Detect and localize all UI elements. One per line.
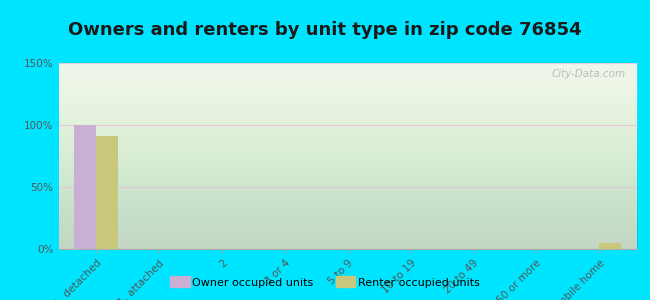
Bar	[96, 136, 118, 249]
Bar	[74, 125, 96, 249]
Text: Owners and renters by unit type in zip code 76854: Owners and renters by unit type in zip c…	[68, 21, 582, 39]
Legend: Owner occupied units, Renter occupied units: Owner occupied units, Renter occupied un…	[167, 274, 483, 291]
Bar	[599, 243, 621, 249]
Text: City-Data.com: City-Data.com	[551, 69, 625, 79]
